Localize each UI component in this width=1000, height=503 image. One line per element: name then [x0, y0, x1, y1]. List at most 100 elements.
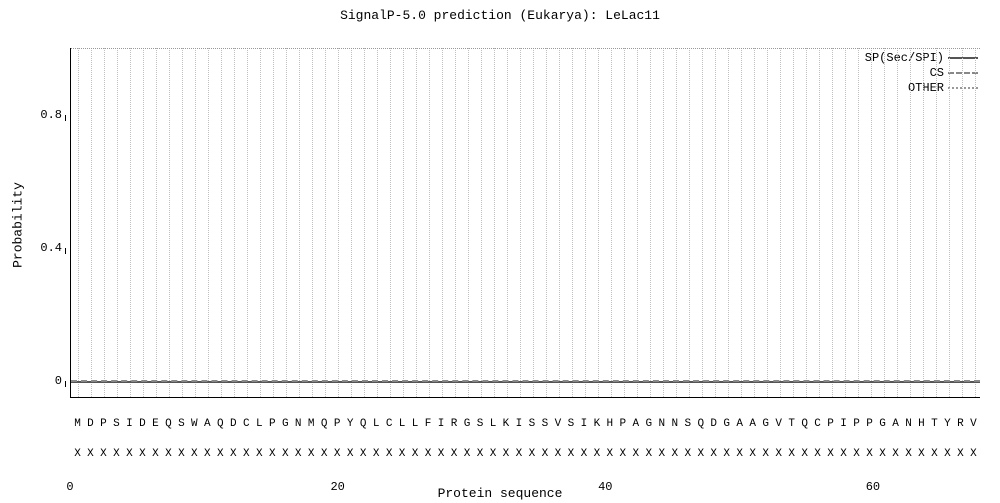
residue-x-mark: X	[499, 448, 512, 460]
grid-line	[897, 48, 898, 397]
grid-line	[949, 48, 950, 397]
grid-line	[299, 48, 300, 397]
residue-x-mark: X	[564, 448, 577, 460]
residue-letter: Q	[162, 418, 175, 430]
grid-line	[286, 48, 287, 397]
y-tick-label: 0.8	[32, 108, 62, 122]
residue-x-mark: X	[811, 448, 824, 460]
residue-x-mark: X	[84, 448, 97, 460]
grid-line	[689, 48, 690, 397]
grid-line	[273, 48, 274, 397]
grid-line	[468, 48, 469, 397]
residue-x-mark: X	[318, 448, 331, 460]
residue-letter: P	[616, 418, 629, 430]
grid-line	[221, 48, 222, 397]
grid-line	[442, 48, 443, 397]
residue-x-mark: X	[902, 448, 915, 460]
residue-x-mark: X	[603, 448, 616, 460]
y-axis-title: Probability	[11, 182, 26, 268]
grid-line	[182, 48, 183, 397]
residue-x-mark: X	[461, 448, 474, 460]
residue-letter: D	[136, 418, 149, 430]
residue-x-mark: X	[876, 448, 889, 460]
residue-letter: A	[746, 418, 759, 430]
residue-x-mark: X	[577, 448, 590, 460]
grid-line	[793, 48, 794, 397]
residue-letter: Y	[941, 418, 954, 430]
residue-letter: D	[227, 418, 240, 430]
grid-line	[585, 48, 586, 397]
legend-line-icon	[948, 57, 978, 59]
residue-letter: L	[396, 418, 409, 430]
residue-letter: R	[448, 418, 461, 430]
residue-letter: F	[422, 418, 435, 430]
residue-x-mark: X	[175, 448, 188, 460]
residue-x-mark: X	[590, 448, 603, 460]
grid-line	[845, 48, 846, 397]
residue-x-mark: X	[694, 448, 707, 460]
grid-line	[234, 48, 235, 397]
legend-label: SP(Sec/SPI)	[865, 51, 944, 65]
grid-line	[884, 48, 885, 397]
grid-line	[104, 48, 105, 397]
residue-letter: T	[928, 418, 941, 430]
residue-letter: Q	[357, 418, 370, 430]
residue-letter: A	[629, 418, 642, 430]
grid-line	[338, 48, 339, 397]
y-tick-label: 0	[32, 374, 62, 388]
grid-line	[650, 48, 651, 397]
y-tick	[65, 248, 66, 254]
residue-letter: D	[84, 418, 97, 430]
residue-x-mark: X	[668, 448, 681, 460]
grid-line	[429, 48, 430, 397]
residue-letter: D	[707, 418, 720, 430]
residue-x-mark: X	[279, 448, 292, 460]
residue-letter: C	[383, 418, 396, 430]
residue-letter: N	[668, 418, 681, 430]
residue-letter: G	[720, 418, 733, 430]
residue-x-mark: X	[954, 448, 967, 460]
residue-x-mark: X	[149, 448, 162, 460]
residue-x-mark: X	[525, 448, 538, 460]
grid-line	[858, 48, 859, 397]
residue-letter: G	[876, 418, 889, 430]
residue-x-mark: X	[785, 448, 798, 460]
grid-line	[728, 48, 729, 397]
residue-letter: G	[461, 418, 474, 430]
grid-line	[390, 48, 391, 397]
residue-x-mark: X	[422, 448, 435, 460]
grid-line	[481, 48, 482, 397]
grid-line	[377, 48, 378, 397]
residue-x-mark: X	[707, 448, 720, 460]
chart-title: SignalP-5.0 prediction (Eukarya): LeLac1…	[0, 8, 1000, 23]
grid-line	[806, 48, 807, 397]
grid-line	[312, 48, 313, 397]
residue-letter: S	[564, 418, 577, 430]
residue-letter: P	[97, 418, 110, 430]
residue-x-mark: X	[214, 448, 227, 460]
residue-x-mark: X	[551, 448, 564, 460]
other-series-line	[71, 48, 980, 49]
grid-line	[780, 48, 781, 397]
residue-x-mark: X	[681, 448, 694, 460]
cs-series-line	[71, 380, 980, 382]
residue-letter: S	[538, 418, 551, 430]
residue-x-mark: X	[772, 448, 785, 460]
legend-line-icon	[948, 72, 978, 74]
grid-line	[676, 48, 677, 397]
residue-letter: P	[824, 418, 837, 430]
residue-letter: P	[863, 418, 876, 430]
grid-line	[663, 48, 664, 397]
residue-letter: Q	[214, 418, 227, 430]
residue-letter: N	[292, 418, 305, 430]
residue-x-mark: X	[798, 448, 811, 460]
residue-letter: K	[499, 418, 512, 430]
residue-letter: V	[967, 418, 980, 430]
grid-line	[832, 48, 833, 397]
residue-letter: Q	[694, 418, 707, 430]
residue-letter: W	[188, 418, 201, 430]
grid-line	[91, 48, 92, 397]
residue-letter: I	[123, 418, 136, 430]
residue-x-mark: X	[889, 448, 902, 460]
residue-letter: A	[733, 418, 746, 430]
